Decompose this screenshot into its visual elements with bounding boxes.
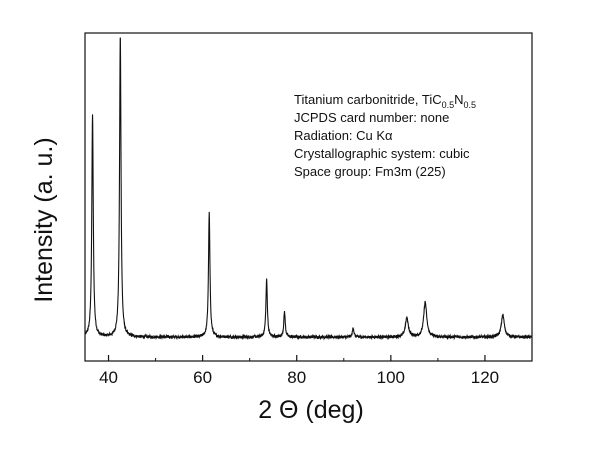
x-tick-label: 100 [377, 368, 405, 387]
x-tick-label: 80 [287, 368, 306, 387]
y-axis-title: Intensity (a. u.) [30, 137, 58, 302]
annotation-box: Titanium carbonitride, TiC0.5N0.5 JCPDS … [294, 92, 476, 179]
annotation-line-1: Titanium carbonitride, TiC0.5N0.5 [294, 92, 476, 110]
x-axis-title: 2 Θ (deg) [258, 396, 364, 424]
annotation-line-5: Space group: Fm3m (225) [294, 164, 446, 179]
series-line [84, 37, 533, 341]
annotation-line-2: JCPDS card number: none [294, 110, 449, 125]
axis-ticks: 40 60 80 100 120 [99, 355, 533, 387]
plot-frame [84, 32, 533, 362]
annotation-line-3: Radiation: Cu Kα [294, 128, 393, 143]
annotation-line-4: Crystallographic system: cubic [294, 146, 470, 161]
x-tick-label: 60 [193, 368, 212, 387]
x-tick-label: 40 [99, 368, 118, 387]
x-tick-label: 120 [471, 368, 499, 387]
